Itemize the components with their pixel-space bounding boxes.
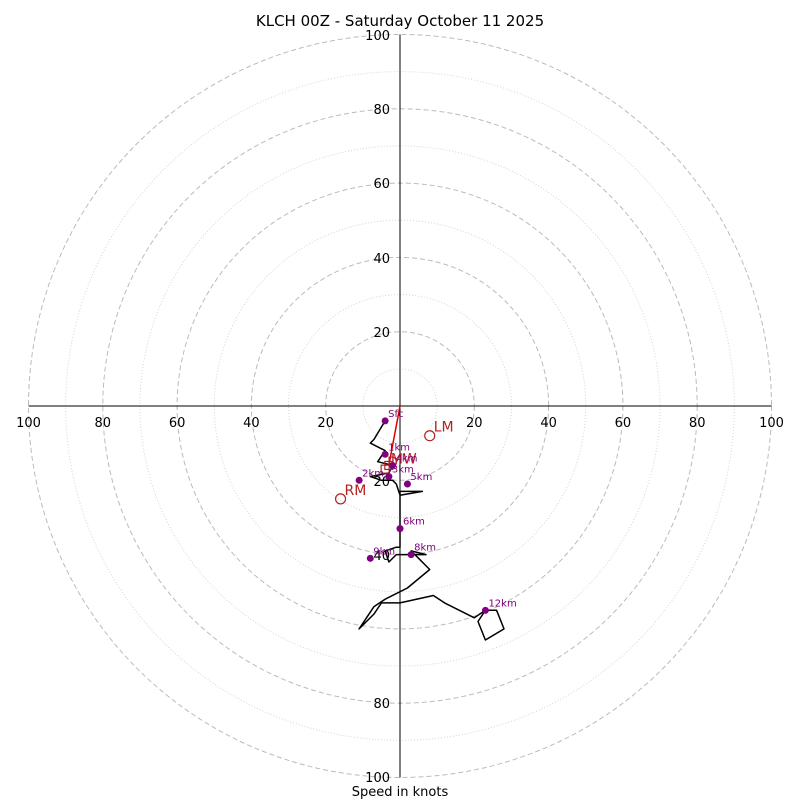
storm-motion-marker — [424, 430, 436, 442]
x-tick-labels: 100 80 60 40 20 20 40 60 80 100 — [16, 416, 784, 431]
height-marker-dot — [396, 525, 404, 533]
height-marker-dot — [381, 417, 389, 425]
height-marker-label: 1km — [388, 442, 410, 453]
storm-motion-label: MW — [391, 451, 417, 467]
height-marker-dot — [381, 450, 389, 458]
x-tick-label: 100 — [759, 416, 784, 431]
x-tick-label: 40 — [540, 416, 557, 431]
height-marker-dot — [366, 554, 374, 562]
chart-title: KLCH 00Z - Saturday October 11 2025 — [256, 12, 544, 30]
height-marker-label: 9km — [373, 546, 395, 557]
storm-motion-label: LM — [434, 420, 454, 436]
height-marker-label: 6km — [403, 517, 425, 528]
height-marker-dot — [385, 473, 393, 481]
x-tick-label: 20 — [317, 416, 334, 431]
x-tick-label: 40 — [243, 416, 260, 431]
height-marker-dot — [407, 551, 415, 559]
height-marker-dot — [389, 461, 397, 469]
height-marker-label: 4km — [396, 453, 418, 464]
height-marker-label: Sfc — [388, 409, 403, 420]
y-tick-label: 40 — [373, 252, 390, 267]
y-tick-labels: 20 40 60 80 100 20 40 80 100 — [365, 29, 390, 786]
height-marker-label: 12km — [488, 598, 516, 609]
height-marker-dot — [481, 606, 489, 614]
y-tick-label: 80 — [373, 697, 390, 712]
x-tick-label: 100 — [16, 416, 41, 431]
x-axis-label: Speed in knots — [352, 785, 449, 800]
x-tick-label: 80 — [95, 416, 112, 431]
y-tick-label: 20 — [373, 326, 390, 341]
storm-motion-label: RM — [345, 483, 367, 499]
wind-profile-trace — [358, 420, 505, 641]
height-marker-label: 8km — [414, 543, 436, 554]
hodograph-plot: LMRMMWDSfc1km2km3km4km5km6km9km8km12km — [334, 405, 517, 641]
shear-vector-line — [388, 405, 401, 466]
storm-motion-marker — [380, 464, 390, 474]
storm-motion-marker — [334, 493, 347, 505]
height-marker-dot — [403, 480, 411, 488]
height-marker-label: 3km — [392, 465, 414, 476]
y-tick-label: 60 — [373, 177, 390, 192]
height-marker-dot — [355, 476, 363, 484]
y-tick-label: 80 — [373, 103, 390, 118]
x-tick-label: 60 — [615, 416, 632, 431]
y-tick-label: 100 — [365, 29, 390, 44]
y-tick-label: 100 — [365, 771, 390, 786]
x-tick-label: 20 — [466, 416, 483, 431]
height-marker-label: 2km — [362, 468, 384, 479]
height-marker-label: 5km — [410, 472, 432, 483]
x-tick-label: 80 — [689, 416, 706, 431]
x-tick-label: 60 — [169, 416, 186, 431]
